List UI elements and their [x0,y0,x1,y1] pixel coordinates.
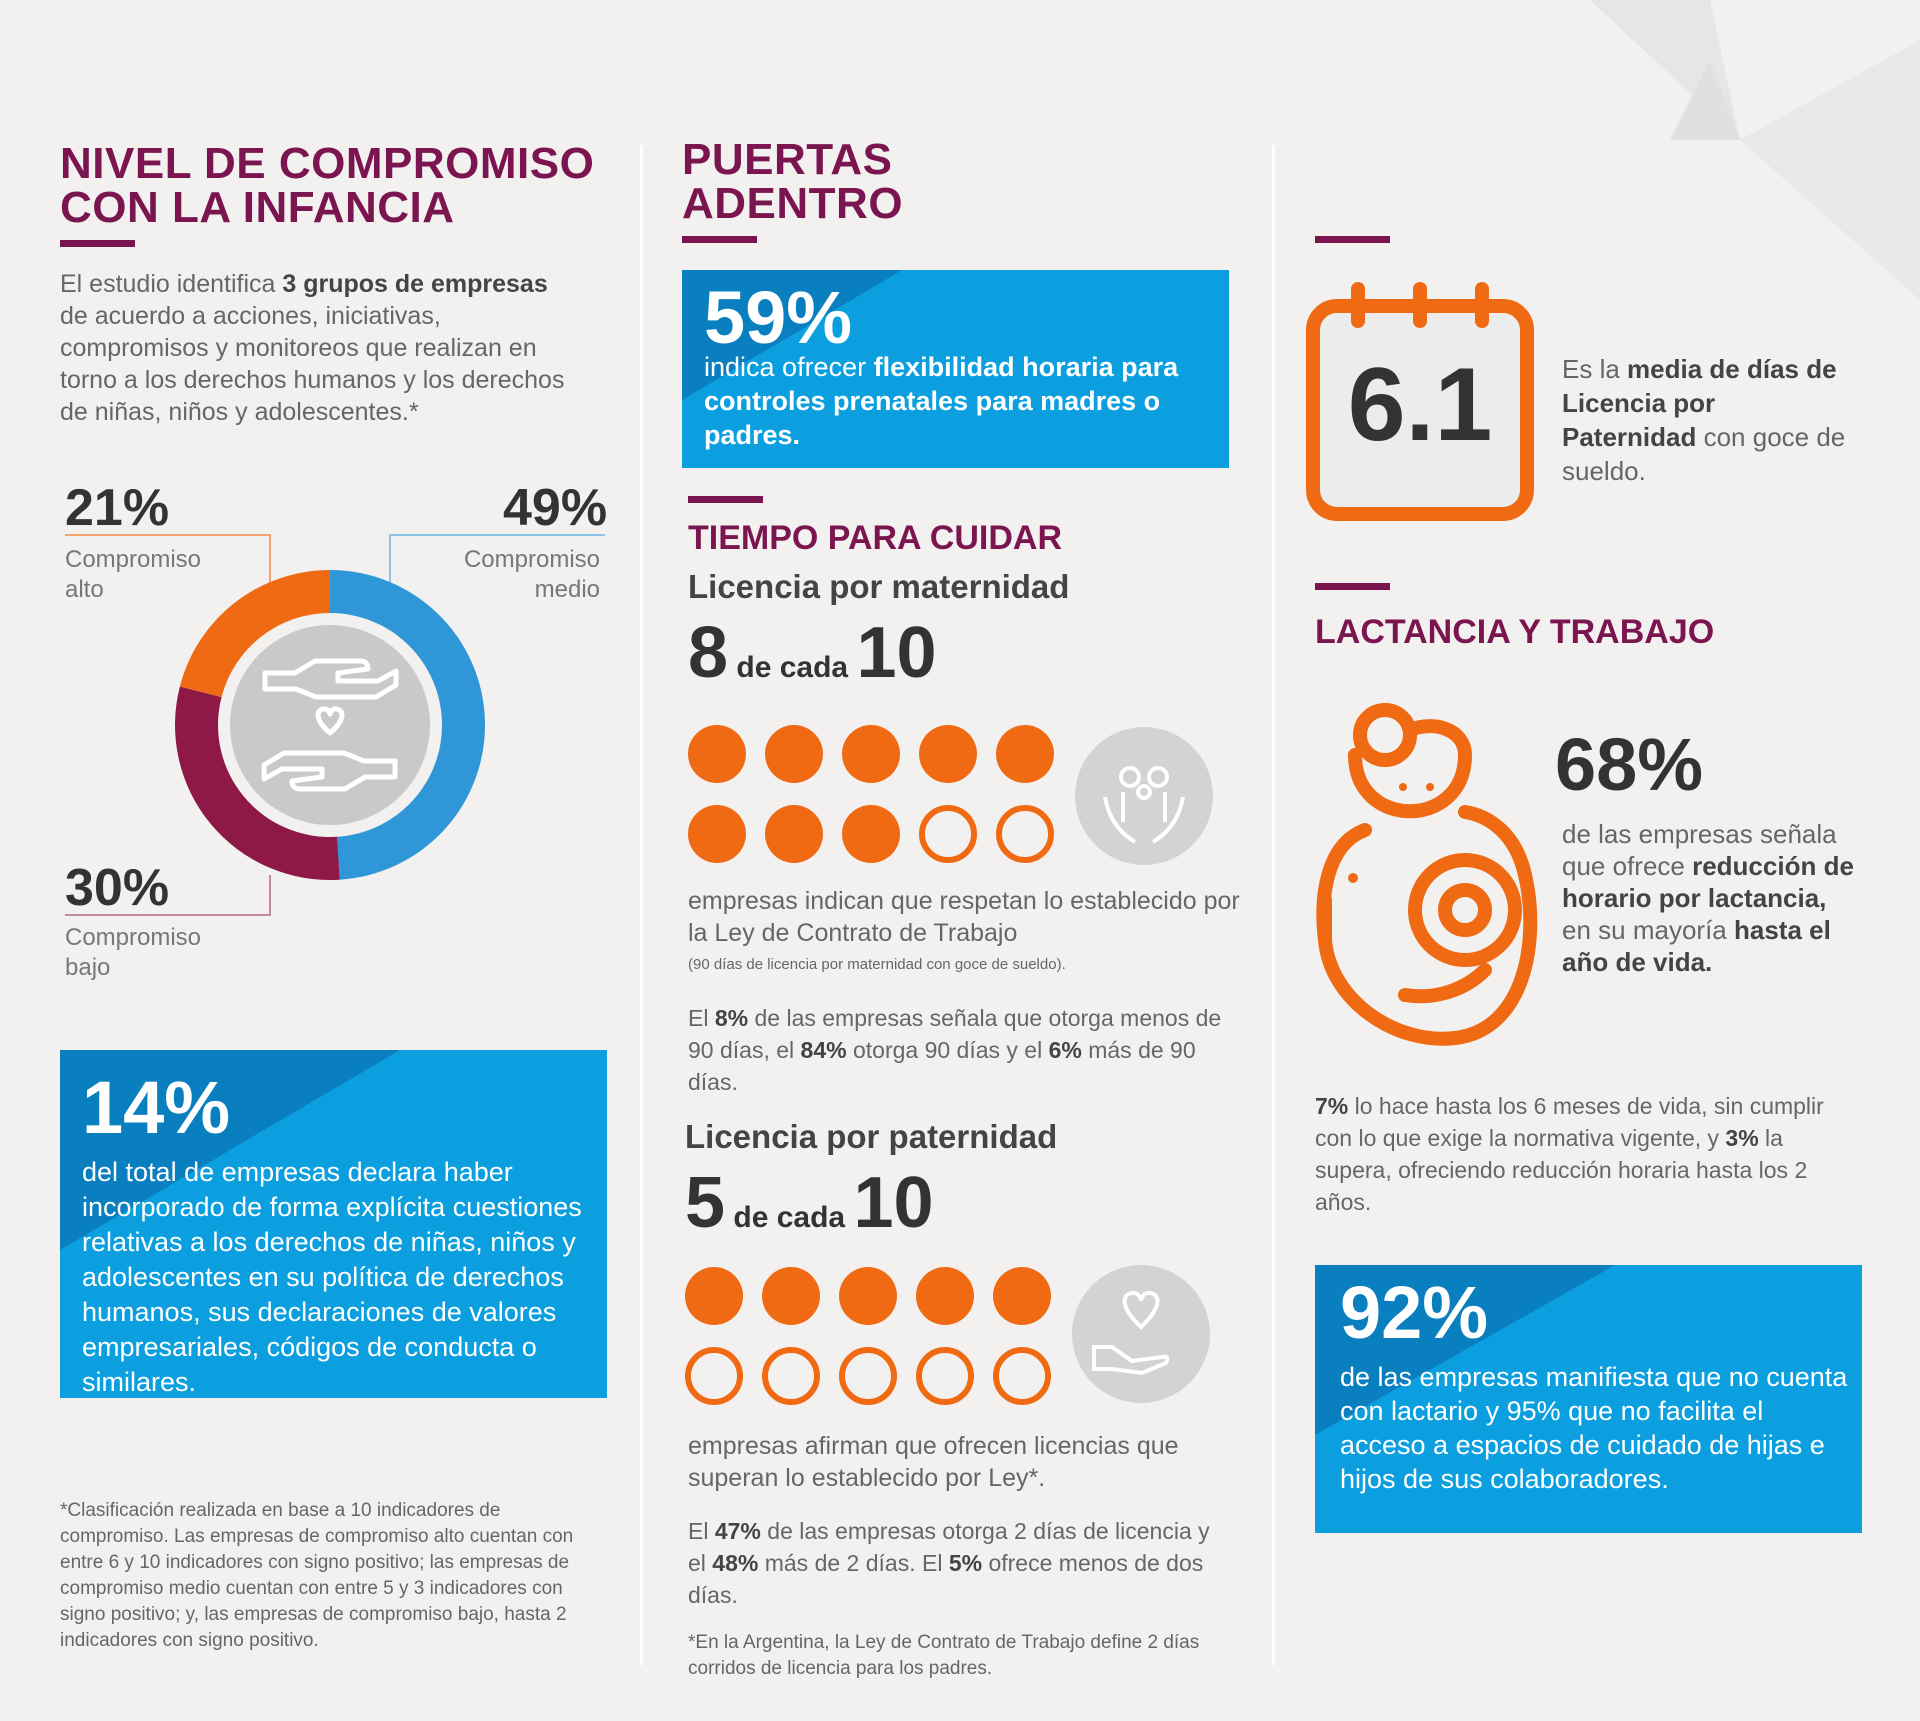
hand-heart-icon [1072,1265,1210,1403]
hands-heart-icon [261,658,399,792]
title-underline [688,496,763,503]
paternity-footnote: *En la Argentina, la Ley de Contrato de … [688,1632,1200,1679]
title-line: CON LA INFANCIA [60,183,455,232]
stat-text: del total de empresas declara haber inco… [82,1157,582,1397]
stat-pct: 92% [1340,1271,1489,1354]
maternity-text: empresas indican que respetan lo estable… [688,887,1240,947]
filled-dot [996,725,1054,783]
filled-dot [765,725,823,783]
filled-dot [993,1267,1051,1325]
title-line: NIVEL DE COMPROMISO [60,139,595,188]
calendar-value: 6.1 [1347,347,1493,463]
empty-dot [993,1347,1051,1405]
donut-segment [330,570,486,880]
filled-dot [688,805,746,863]
donut-label-medio: Compromiso medio [463,546,600,603]
maternity-count: 8 de cada 10 [688,613,937,693]
maternity-detail: El 8% de las empresas señala que otorga … [688,1005,1222,1095]
stat-box-59: 59% indica ofrecer flexibilidad horaria … [682,270,1229,468]
filled-dot [685,1267,743,1325]
paternity-count: 5 de cada 10 [685,1163,934,1243]
maternity-small: (90 días de licencia por maternidad con … [688,956,1066,973]
family-hands-icon [1075,727,1213,865]
paternity-text: empresas afirman que ofrecen licencias q… [688,1432,1179,1492]
filled-dot [919,725,977,783]
paternity-detail: El 47% de las empresas otorga 2 días de … [688,1518,1210,1608]
filled-dot [842,805,900,863]
donut-segment [175,686,340,880]
decorative-triangles [1590,0,1920,300]
section-title-tiempo: TIEMPO PARA CUIDAR [688,519,1062,557]
box-shade [682,270,902,400]
stat-text: indica ofrecer flexibilidad horaria para… [704,352,1179,450]
filled-dot [842,725,900,783]
donut-label-bajo: Compromiso bajo [65,924,202,981]
title-underline [1315,583,1390,590]
calendar-icon: 6.1 [1305,278,1535,523]
maternity-heading: Licencia por maternidad [688,568,1070,605]
donut-pct-bajo: 30% [65,859,170,917]
title-underline [60,240,135,247]
stat-box-14: 14% del total de empresas declara haber … [60,1050,607,1398]
empty-dot [996,805,1054,863]
empty-dot [839,1347,897,1405]
stat-text: de las empresas manifiesta que no cuenta… [1340,1362,1848,1494]
paternity-heading: Licencia por paternidad [685,1118,1058,1155]
donut-label-alto: Compromiso alto [65,546,202,603]
donut-pct-medio: 49% [503,479,608,537]
filled-dot [765,805,823,863]
stat-pct: 14% [82,1066,231,1149]
box-shade [1315,1265,1615,1435]
donut-pct-alto: 21% [65,479,170,537]
title-underline [682,236,757,243]
title-line: ADENTRO [682,179,904,228]
commitment-donut-chart [175,570,486,880]
title-underline [1315,236,1390,243]
stat-box-92: 92% de las empresas manifiesta que no cu… [1315,1265,1862,1533]
breastfeeding-icon [1316,703,1538,1046]
section-title-compromiso: NIVEL DE COMPROMISO CON LA INFANCIA [60,142,594,230]
empty-dot [916,1347,974,1405]
calendar-text: Es la media de días de Licencia por Pate… [1562,354,1846,486]
stat-pct: 59% [704,276,853,359]
lactancia-detail: 7% lo hace hasta los 6 meses de vida, si… [1315,1093,1824,1215]
section-title-puertas: PUERTAS ADENTRO [682,138,903,226]
empty-dot [762,1347,820,1405]
title-line: PUERTAS [682,135,893,184]
empty-dot [685,1347,743,1405]
lactancia-text: de las empresas señala que ofrece reducc… [1562,819,1854,977]
donut-center [230,625,430,825]
filled-dot [688,725,746,783]
filled-dot [762,1267,820,1325]
lactancia-pct: 68% [1555,723,1704,806]
donut-segment [179,570,330,698]
empty-dot [919,805,977,863]
column-divider [1272,145,1275,1665]
footnote-classification: *Clasificación realizada en base a 10 in… [60,1500,574,1651]
filled-dot [916,1267,974,1325]
box-shade [60,1050,400,1250]
donut-leader-lines [65,534,605,916]
intro-text: El estudio identifica 3 grupos de empres… [60,270,565,426]
maternity-dot-grid [688,725,1054,863]
filled-dot [839,1267,897,1325]
column-divider [640,145,643,1665]
paternity-dot-grid [685,1267,1051,1405]
section-title-lactancia: LACTANCIA Y TRABAJO [1315,613,1715,651]
